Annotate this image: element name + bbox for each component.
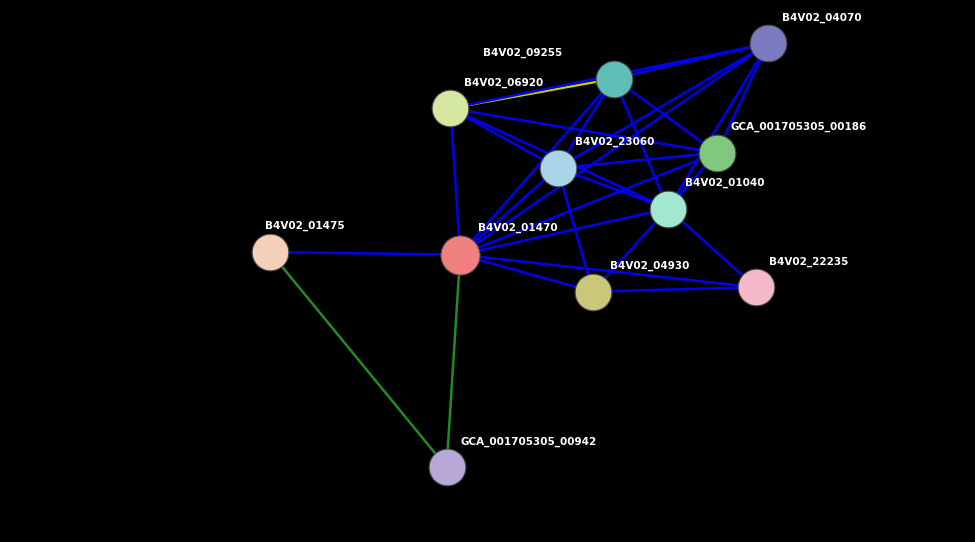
Point [439,463,454,472]
Text: GCA_001705305_00186: GCA_001705305_00186 [730,122,867,132]
Point [443,104,458,113]
Point [709,149,724,157]
Point [606,74,622,83]
Point [262,248,278,256]
Text: B4V02_01475: B4V02_01475 [265,221,345,231]
Point [452,250,468,259]
Point [550,164,566,172]
Text: GCA_001705305_00942: GCA_001705305_00942 [460,436,597,447]
Point [585,287,601,296]
Point [760,39,776,48]
Text: B4V02_23060: B4V02_23060 [575,137,654,147]
Text: B4V02_04070: B4V02_04070 [782,12,862,23]
Text: B4V02_01470: B4V02_01470 [478,223,558,233]
Point [748,283,763,292]
Text: B4V02_06920: B4V02_06920 [464,78,543,88]
Text: B4V02_01040: B4V02_01040 [685,178,765,188]
Text: B4V02_22235: B4V02_22235 [769,256,848,267]
Point [660,204,676,213]
Text: B4V02_04930: B4V02_04930 [610,261,689,271]
Text: B4V02_09255: B4V02_09255 [483,48,562,58]
